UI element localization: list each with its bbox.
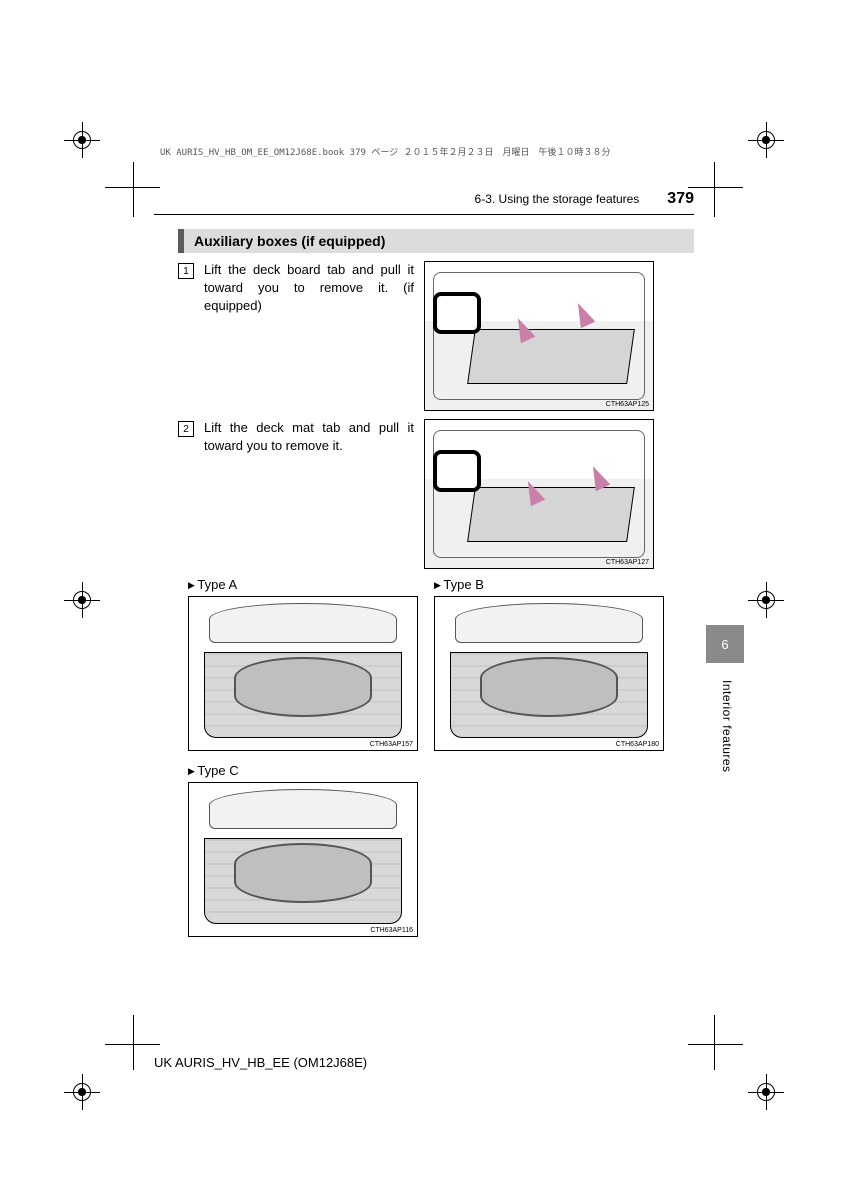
crop-mark: [64, 1074, 100, 1110]
breadcrumb: 6-3. Using the storage features: [475, 192, 640, 206]
crop-corner: [688, 187, 743, 188]
page-header: 6-3. Using the storage features 379: [154, 190, 694, 215]
crop-mark: [748, 122, 784, 158]
section-title: Auxiliary boxes (if equipped): [178, 229, 694, 253]
figure-code: CTH63AP116: [370, 927, 413, 934]
types-row: Type A CTH63AP157 Type B CTH63AP180: [188, 577, 694, 751]
figure-type-a: CTH63AP157: [188, 596, 418, 751]
type-label: Type A: [188, 577, 418, 592]
step-number-box: 1: [178, 263, 194, 279]
types-row: Type C CTH63AP116: [188, 763, 694, 937]
figure-type-c: CTH63AP116: [188, 782, 418, 937]
page-number: 379: [667, 190, 694, 208]
book-file-header: UK AURIS_HV_HB_OM_EE_OM12J68E.book 379 ペ…: [160, 145, 611, 158]
figure-code: CTH63AP157: [370, 741, 413, 748]
type-col: Type C CTH63AP116: [188, 763, 418, 937]
type-label: Type C: [188, 763, 418, 778]
footer-doc-id: UK AURIS_HV_HB_EE (OM12J68E): [154, 1055, 367, 1070]
crop-corner: [133, 162, 134, 217]
crop-mark: [64, 122, 100, 158]
crop-mark: [64, 582, 100, 618]
step-number-box: 2: [178, 421, 194, 437]
type-col: Type A CTH63AP157: [188, 577, 418, 751]
step-text: Lift the deck board tab and pull it towa…: [204, 261, 414, 316]
figure-type-b: CTH63AP180: [434, 596, 664, 751]
type-col: Type B CTH63AP180: [434, 577, 664, 751]
crop-corner: [133, 1015, 134, 1070]
figure-code: CTH63AP125: [606, 401, 649, 408]
crop-corner: [714, 162, 715, 217]
figure-deck-board: CTH63AP125: [424, 261, 654, 411]
crop-corner: [714, 1015, 715, 1070]
step-row: 2 Lift the deck mat tab and pull it towa…: [178, 419, 694, 569]
type-label: Type B: [434, 577, 664, 592]
chapter-tab: 6: [706, 625, 744, 663]
figure-deck-mat: CTH63AP127: [424, 419, 654, 569]
figure-code: CTH63AP180: [616, 741, 659, 748]
crop-mark: [748, 582, 784, 618]
figure-code: CTH63AP127: [606, 559, 649, 566]
page-content: 6-3. Using the storage features 379 Auxi…: [154, 190, 694, 937]
crop-corner: [688, 1044, 743, 1045]
step-row: 1 Lift the deck board tab and pull it to…: [178, 261, 694, 411]
crop-mark: [748, 1074, 784, 1110]
step-text: Lift the deck mat tab and pull it toward…: [204, 419, 414, 455]
chapter-label: Interior features: [720, 680, 734, 773]
